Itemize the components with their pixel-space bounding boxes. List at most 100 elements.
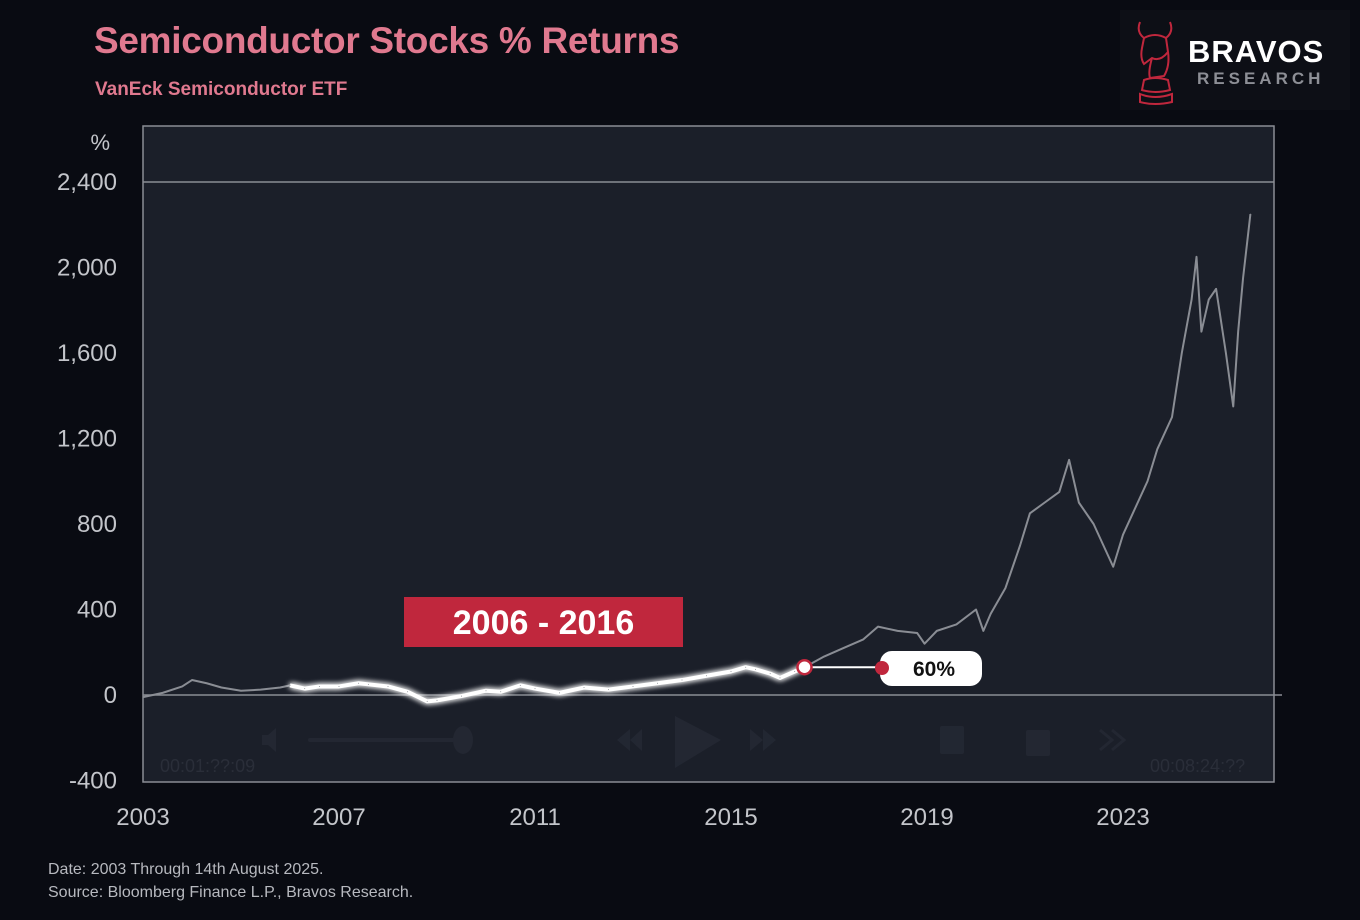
data-point	[730, 670, 732, 672]
data-point	[1112, 566, 1114, 568]
data-point	[955, 623, 957, 625]
data-point	[1029, 512, 1031, 514]
picture-in-picture-icon	[940, 726, 964, 754]
data-point	[745, 666, 747, 668]
data-point	[426, 700, 428, 702]
data-point	[559, 692, 560, 694]
data-point	[1156, 448, 1158, 450]
data-point	[1242, 277, 1244, 279]
media-player-overlay	[262, 716, 1127, 768]
data-point	[304, 688, 306, 690]
data-point	[1044, 502, 1046, 504]
period-label-box	[404, 597, 683, 647]
return-callout-text: 60%	[913, 658, 955, 681]
rewind-icon	[617, 729, 642, 751]
date-note: Date: 2003 Through 14th August 2025.	[48, 861, 324, 878]
data-point	[519, 684, 521, 686]
data-point	[485, 690, 487, 692]
data-point	[681, 679, 683, 681]
data-point	[1093, 523, 1095, 525]
data-point	[1068, 459, 1070, 461]
data-point	[897, 630, 899, 632]
chart-title: Semiconductor Stocks % Returns	[94, 20, 680, 61]
data-point	[318, 685, 320, 687]
share-icon	[1026, 730, 1050, 756]
player-time-left: 00:01:??:09	[160, 756, 256, 776]
data-point	[779, 677, 781, 679]
data-point	[1191, 299, 1193, 301]
data-point	[936, 630, 938, 632]
footer-notes: Date: 2003 Through 14th August 2025. Sou…	[48, 858, 413, 904]
y-tick-label: 1,600	[57, 340, 117, 367]
data-point	[1237, 331, 1239, 333]
data-point	[1102, 544, 1104, 546]
data-point	[240, 690, 242, 692]
y-tick-label: 2,000	[57, 255, 117, 282]
data-point	[1215, 288, 1217, 290]
callout-dot	[875, 661, 889, 675]
data-point	[1147, 480, 1148, 482]
data-point	[1171, 416, 1173, 418]
x-tick-label: 2023	[1096, 804, 1149, 831]
data-point	[279, 687, 281, 689]
data-point	[1200, 331, 1202, 333]
player-time-right: 00:08:24:??	[1150, 756, 1246, 776]
data-point	[1058, 491, 1060, 493]
data-point	[823, 656, 825, 658]
data-point	[534, 688, 536, 690]
data-point	[387, 685, 389, 687]
play-icon	[675, 716, 721, 768]
data-point	[1196, 256, 1197, 258]
data-point	[1225, 352, 1227, 354]
logo-name: BRAVOS	[1188, 34, 1325, 69]
data-point	[1181, 352, 1183, 354]
chart-subtitle: VanEck Semiconductor ETF	[95, 79, 348, 100]
y-axis-unit-label: %	[90, 130, 110, 155]
x-tick-label: 2015	[704, 804, 757, 831]
data-point	[657, 682, 658, 684]
x-tick-label: 2011	[509, 804, 561, 831]
volume-slider	[308, 738, 458, 742]
data-point	[583, 687, 585, 689]
data-point	[1019, 544, 1021, 546]
x-tick-label: 2007	[312, 804, 365, 831]
data-point	[862, 638, 864, 640]
data-point	[260, 689, 262, 691]
data-point	[1122, 534, 1124, 536]
data-point	[794, 670, 796, 672]
data-point	[706, 675, 707, 677]
data-point	[181, 685, 183, 687]
y-tick-label: 1,200	[57, 426, 117, 453]
chevron-right-icon	[1099, 728, 1127, 752]
data-point	[877, 626, 879, 628]
volume-slider-knob	[453, 726, 473, 754]
y-tick-label: 0	[104, 682, 117, 709]
data-point	[162, 692, 164, 694]
y-tick-label: 800	[77, 511, 117, 538]
data-point	[436, 699, 438, 701]
data-point	[916, 632, 918, 634]
data-point	[1232, 405, 1234, 407]
data-point	[755, 668, 756, 670]
data-point	[461, 695, 462, 697]
data-point	[289, 684, 291, 686]
data-point	[1004, 587, 1006, 589]
data-point	[206, 682, 208, 684]
data-point	[1208, 299, 1210, 301]
data-point	[358, 682, 360, 684]
x-tick-label: 2003	[116, 804, 169, 831]
data-point	[1078, 502, 1080, 504]
data-point	[1249, 213, 1251, 215]
data-point	[982, 630, 984, 632]
logo-tagline: RESEARCH	[1197, 69, 1325, 88]
source-note: Source: Bloomberg Finance L.P., Bravos R…	[48, 884, 414, 901]
brand-logo: BRAVOS RESEARCH	[1120, 10, 1350, 110]
data-point	[338, 685, 340, 687]
data-point	[142, 696, 144, 698]
fast-forward-icon	[750, 729, 776, 751]
data-point	[975, 609, 977, 610]
data-point	[191, 679, 193, 681]
data-point	[769, 673, 771, 675]
plot-area	[142, 125, 1275, 783]
